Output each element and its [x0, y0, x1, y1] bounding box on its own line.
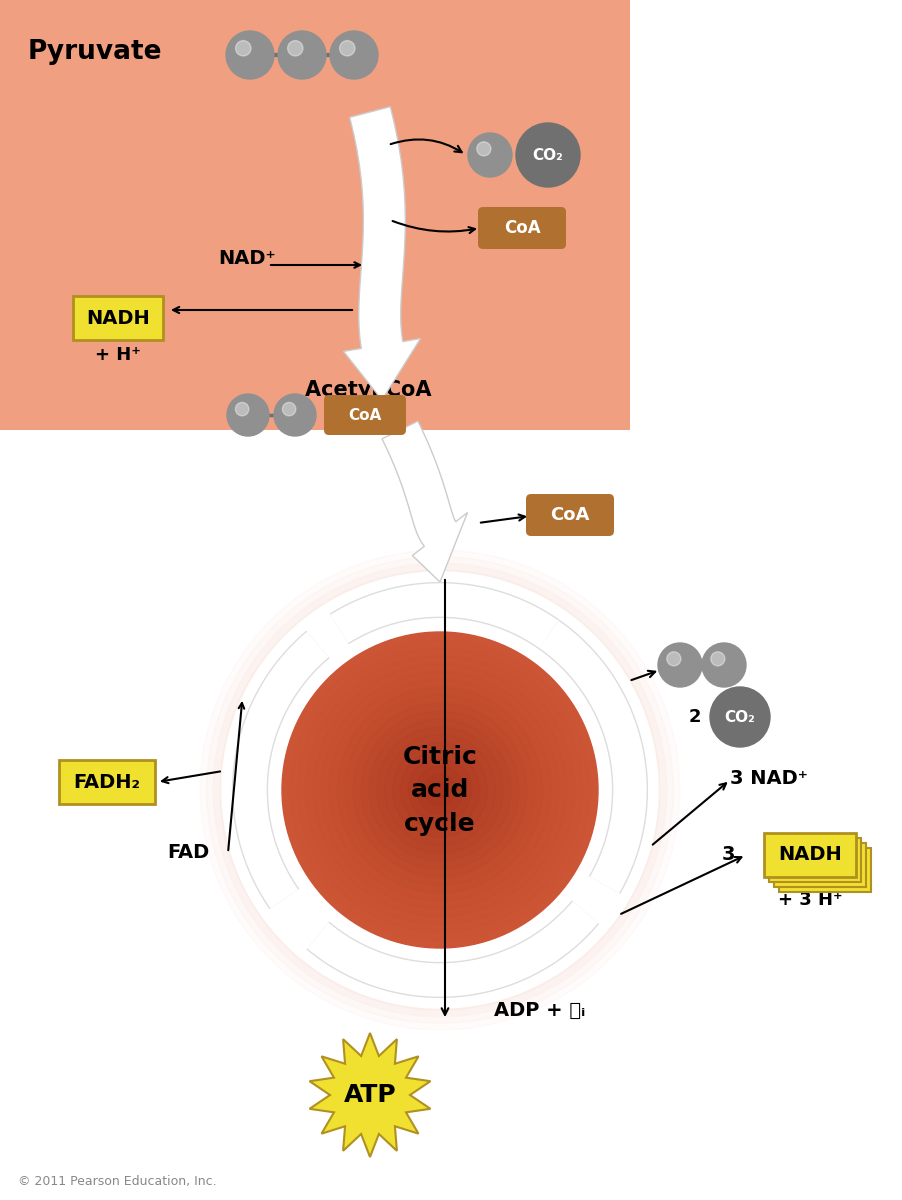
Circle shape — [278, 31, 326, 79]
FancyBboxPatch shape — [324, 395, 406, 434]
Circle shape — [330, 31, 378, 79]
Circle shape — [702, 643, 746, 686]
Circle shape — [274, 394, 316, 436]
Circle shape — [516, 122, 580, 187]
Polygon shape — [382, 421, 467, 582]
FancyArrowPatch shape — [621, 857, 741, 914]
FancyArrowPatch shape — [631, 671, 655, 680]
Circle shape — [424, 774, 456, 806]
Circle shape — [710, 686, 770, 746]
Text: + 3 H⁺: + 3 H⁺ — [778, 890, 842, 910]
Circle shape — [226, 31, 274, 79]
FancyArrowPatch shape — [607, 863, 621, 880]
Text: 3 NAD⁺: 3 NAD⁺ — [730, 768, 808, 787]
Circle shape — [667, 652, 681, 666]
Text: CoA: CoA — [550, 506, 590, 524]
Circle shape — [282, 632, 598, 948]
Text: + H⁺: + H⁺ — [95, 346, 141, 364]
Circle shape — [288, 41, 303, 56]
FancyBboxPatch shape — [526, 494, 614, 536]
Circle shape — [282, 402, 296, 416]
FancyBboxPatch shape — [764, 833, 856, 877]
FancyBboxPatch shape — [769, 838, 861, 882]
Text: FAD: FAD — [167, 842, 209, 862]
FancyArrowPatch shape — [653, 784, 726, 845]
Circle shape — [658, 643, 702, 686]
Circle shape — [227, 394, 269, 436]
FancyArrowPatch shape — [162, 772, 220, 784]
Circle shape — [339, 41, 355, 56]
Text: NAD⁺: NAD⁺ — [218, 248, 276, 268]
FancyArrowPatch shape — [271, 263, 360, 268]
Circle shape — [477, 142, 491, 156]
Text: 2: 2 — [689, 708, 701, 726]
Text: NADH: NADH — [778, 846, 842, 864]
Text: Citric
acid
cycle: Citric acid cycle — [402, 744, 477, 835]
FancyBboxPatch shape — [779, 848, 871, 892]
FancyArrowPatch shape — [297, 648, 314, 665]
Text: CoA: CoA — [503, 218, 540, 236]
Text: ATP: ATP — [344, 1082, 396, 1106]
Circle shape — [235, 402, 249, 416]
FancyArrowPatch shape — [527, 616, 544, 631]
Text: FADH₂: FADH₂ — [73, 773, 141, 792]
FancyArrowPatch shape — [442, 580, 448, 1015]
Circle shape — [235, 41, 251, 56]
Text: CO₂: CO₂ — [724, 709, 755, 725]
FancyBboxPatch shape — [59, 760, 155, 804]
Text: NADH: NADH — [86, 308, 150, 328]
FancyArrowPatch shape — [323, 940, 339, 955]
FancyArrowPatch shape — [173, 307, 352, 313]
Text: ADP + Ⓟᵢ: ADP + Ⓟᵢ — [494, 1001, 585, 1020]
Circle shape — [468, 133, 512, 176]
Text: © 2011 Pearson Education, Inc.: © 2011 Pearson Education, Inc. — [18, 1176, 216, 1188]
Text: CoA: CoA — [348, 408, 382, 422]
Circle shape — [417, 767, 464, 814]
FancyBboxPatch shape — [478, 206, 566, 248]
FancyBboxPatch shape — [0, 0, 630, 430]
Text: CO₂: CO₂ — [532, 148, 564, 162]
Text: Acetyl CoA: Acetyl CoA — [305, 380, 431, 400]
FancyArrowPatch shape — [392, 221, 475, 233]
FancyBboxPatch shape — [774, 842, 866, 887]
Circle shape — [711, 652, 725, 666]
Polygon shape — [344, 107, 420, 400]
Text: 3: 3 — [722, 846, 735, 864]
Text: Pyruvate: Pyruvate — [28, 38, 162, 65]
Circle shape — [222, 572, 658, 1008]
Circle shape — [432, 782, 448, 798]
FancyArrowPatch shape — [481, 515, 525, 523]
FancyArrowPatch shape — [391, 139, 462, 152]
Polygon shape — [309, 1033, 430, 1157]
FancyBboxPatch shape — [73, 296, 163, 340]
FancyArrowPatch shape — [228, 703, 244, 851]
